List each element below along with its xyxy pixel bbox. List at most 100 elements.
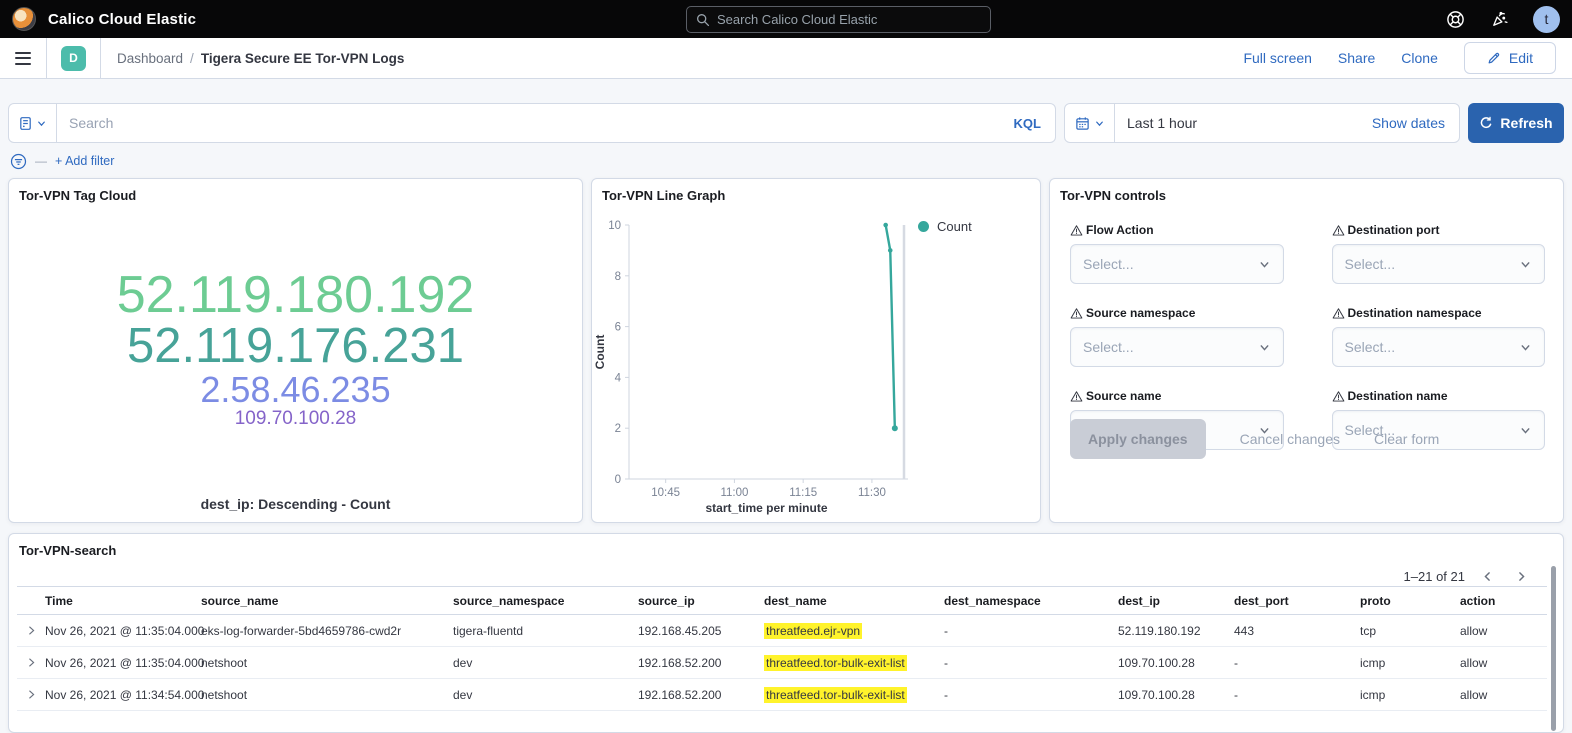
refresh-icon xyxy=(1479,116,1493,130)
source-namespace-select[interactable]: Select... xyxy=(1070,327,1284,367)
destination-name-label: Destination name xyxy=(1348,389,1448,403)
search-icon xyxy=(696,13,710,27)
table-cell-dest_name: threatfeed.tor-bulk-exit-list xyxy=(764,688,944,702)
apply-changes-button[interactable]: Apply changes xyxy=(1070,419,1206,459)
cancel-changes-button[interactable]: Cancel changes xyxy=(1240,431,1340,447)
tag-cloud-term[interactable]: 109.70.100.28 xyxy=(235,409,357,428)
row-expand-chevron-icon[interactable] xyxy=(17,657,45,668)
table-cell-action: allow xyxy=(1460,624,1547,638)
svg-text:10:45: 10:45 xyxy=(651,487,680,499)
svg-text:6: 6 xyxy=(615,322,621,334)
pagination-prev-icon[interactable] xyxy=(1475,564,1499,588)
filter-circle-icon[interactable] xyxy=(10,153,27,170)
time-range-value[interactable]: Last 1 hour xyxy=(1115,115,1358,131)
global-search[interactable] xyxy=(686,6,991,33)
breadcrumb-dashboard-link[interactable]: Dashboard xyxy=(117,51,183,66)
column-header-source_namespace: source_namespace xyxy=(453,594,638,608)
row-expand-chevron-icon[interactable] xyxy=(17,625,45,636)
divider xyxy=(46,38,47,79)
legend-dot xyxy=(918,221,929,232)
table-cell-time: Nov 26, 2021 @ 11:34:54.000 xyxy=(45,688,201,702)
edit-button[interactable]: Edit xyxy=(1464,42,1556,74)
hamburger-menu-icon[interactable] xyxy=(15,52,31,65)
column-header-source_ip: source_ip xyxy=(638,594,764,608)
refresh-button[interactable]: Refresh xyxy=(1468,103,1564,143)
svg-text:11:30: 11:30 xyxy=(858,487,886,499)
destination-port-select[interactable]: Select... xyxy=(1332,244,1546,284)
query-bar: KQL xyxy=(8,103,1056,143)
destination-namespace-label: Destination namespace xyxy=(1348,306,1482,320)
show-dates-button[interactable]: Show dates xyxy=(1358,115,1459,131)
edit-button-label: Edit xyxy=(1509,50,1533,66)
add-filter-button[interactable]: + Add filter xyxy=(55,154,114,168)
kql-toggle[interactable]: KQL xyxy=(1000,116,1055,131)
breadcrumb-current-page: Tigera Secure EE Tor-VPN Logs xyxy=(201,51,405,66)
space-badge[interactable]: D xyxy=(61,46,86,71)
tag-cloud-term[interactable]: 52.119.176.231 xyxy=(127,322,464,372)
table-cell-dest_name: threatfeed.tor-bulk-exit-list xyxy=(764,656,944,670)
row-expand-chevron-icon[interactable] xyxy=(17,689,45,700)
table-cell-source_namespace: dev xyxy=(453,656,638,670)
clone-link[interactable]: Clone xyxy=(1401,50,1438,66)
brand-link[interactable]: Calico Cloud Elastic xyxy=(12,7,196,31)
source-namespace-label: Source namespace xyxy=(1086,306,1195,320)
table-cell-time: Nov 26, 2021 @ 11:35:04.000 xyxy=(45,656,201,670)
calendar-menu-button[interactable] xyxy=(1065,104,1115,142)
select-placeholder: Select... xyxy=(1083,339,1134,355)
table-cell-proto: tcp xyxy=(1360,624,1460,638)
svg-text:4: 4 xyxy=(615,372,622,384)
table-cell-action: allow xyxy=(1460,656,1547,670)
svg-text:Count: Count xyxy=(593,335,607,370)
svg-text:10: 10 xyxy=(608,220,621,232)
warning-icon xyxy=(1332,390,1345,403)
kql-search-input[interactable] xyxy=(57,115,1000,131)
destination-namespace-select[interactable]: Select... xyxy=(1332,327,1546,367)
breadcrumb: Dashboard / Tigera Secure EE Tor-VPN Log… xyxy=(117,51,404,66)
controls-panel: Tor-VPN controls Flow Action Select... D… xyxy=(1049,178,1564,523)
chevron-down-icon xyxy=(1519,258,1532,271)
tag-cloud-term[interactable]: 2.58.46.235 xyxy=(200,372,390,409)
filter-bar: — + Add filter xyxy=(10,150,114,172)
newsfeed-party-popper-icon[interactable] xyxy=(1489,9,1509,29)
chevron-down-icon xyxy=(36,118,47,129)
column-header-action: action xyxy=(1460,594,1547,608)
tag-cloud-term[interactable]: 52.119.180.192 xyxy=(117,269,475,322)
column-header-time: Time xyxy=(45,594,201,608)
table-cell-source_namespace: dev xyxy=(453,688,638,702)
help-icon[interactable] xyxy=(1445,9,1465,29)
table-cell-source_name: eks-log-forwarder-5bd4659786-cwd2r xyxy=(201,624,453,638)
full-screen-link[interactable]: Full screen xyxy=(1243,50,1311,66)
table-scrollbar[interactable] xyxy=(1551,566,1556,731)
pagination-next-icon[interactable] xyxy=(1509,564,1533,588)
legend-item-count[interactable]: Count xyxy=(918,219,972,234)
table-cell-proto: icmp xyxy=(1360,656,1460,670)
global-search-input[interactable] xyxy=(717,12,981,27)
table-cell-dest_port: 443 xyxy=(1234,624,1360,638)
destination-port-label: Destination port xyxy=(1348,223,1440,237)
flow-action-select[interactable]: Select... xyxy=(1070,244,1284,284)
svg-text:0: 0 xyxy=(615,474,621,486)
table-cell-dest_name: threatfeed.ejr-vpn xyxy=(764,624,944,638)
controls-panel-title: Tor-VPN controls xyxy=(1050,179,1563,212)
search-table-panel-title: Tor-VPN-search xyxy=(9,534,1563,567)
user-avatar[interactable]: t xyxy=(1533,6,1560,33)
table-cell-dest_namespace: - xyxy=(944,688,1118,702)
date-picker: Last 1 hour Show dates xyxy=(1064,103,1460,143)
share-link[interactable]: Share xyxy=(1338,50,1375,66)
chevron-down-icon xyxy=(1258,341,1271,354)
calendar-icon xyxy=(1075,116,1090,131)
select-placeholder: Select... xyxy=(1345,256,1396,272)
highlighted-value: threatfeed.ejr-vpn xyxy=(764,623,862,639)
saved-query-menu-button[interactable] xyxy=(9,104,57,142)
table-cell-source_name: netshoot xyxy=(201,688,453,702)
table-cell-source_name: netshoot xyxy=(201,656,453,670)
clear-form-button[interactable]: Clear form xyxy=(1374,431,1439,447)
legend-label: Count xyxy=(937,219,972,234)
chevron-down-icon xyxy=(1519,341,1532,354)
